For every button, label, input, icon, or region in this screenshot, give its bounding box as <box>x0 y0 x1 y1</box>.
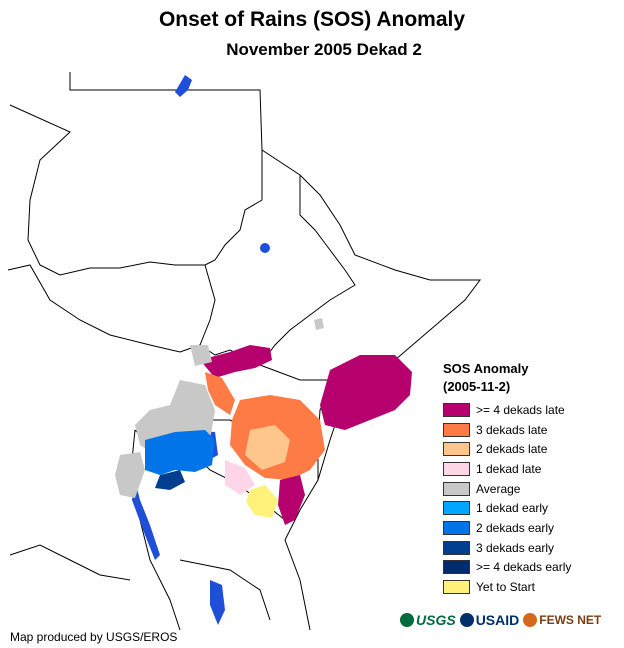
legend-date: (2005-11-2) <box>443 379 511 394</box>
legend-title: SOS Anomaly <box>443 361 529 376</box>
legend-label: Average <box>476 481 521 496</box>
usaid-logo-text: USAID <box>475 612 520 628</box>
anomaly-regions <box>115 318 412 525</box>
region-4-dekads-late-north <box>200 345 272 378</box>
usgs-logo-text: USGS <box>416 612 456 628</box>
ethiopia-western-border <box>259 175 356 366</box>
legend-label: 1 dekad late <box>476 461 542 476</box>
region-2-dekads-early <box>145 430 215 475</box>
usaid-logo: USAID <box>459 612 520 628</box>
legend-item: Yet to Start <box>443 577 571 597</box>
fewsnet-logo-text: FEWS NET <box>539 613 602 627</box>
legend-swatch <box>443 560 470 575</box>
legend-swatch <box>443 442 470 457</box>
fewsnet-logo: FEWS NET <box>523 613 601 627</box>
legend-label: 2 dekads early <box>476 520 555 535</box>
legend-label: >= 4 dekads early <box>476 560 572 575</box>
region-3-dekads-early <box>155 470 185 490</box>
usgs-logo: USGS <box>400 612 456 628</box>
region-yet-to-start <box>246 485 278 518</box>
region-average-north <box>190 345 212 366</box>
legend-swatch <box>443 540 470 555</box>
legend-item: 2 dekads early <box>443 518 571 538</box>
fewsnet-logo-icon <box>523 613 538 627</box>
legend-label: 3 dekads early <box>476 540 555 555</box>
legend-item: 1 dekad late <box>443 459 571 479</box>
map-title: Onset of Rains (SOS) Anomaly <box>158 8 466 31</box>
zambia-border <box>179 559 271 621</box>
chad-sudan-border <box>9 104 205 276</box>
legend-swatch <box>443 481 470 496</box>
legend-label: 2 dekads late <box>476 442 548 457</box>
legend-swatch <box>443 520 470 535</box>
region-2-dekads-late <box>245 425 290 470</box>
lake-tana <box>260 243 270 253</box>
legend-swatch <box>443 580 470 595</box>
legend-item: 1 dekad early <box>443 498 571 518</box>
lake-malawi <box>210 580 225 625</box>
logos: USGS USAID FEWS NET <box>400 612 601 628</box>
map-credit: Map produced by USGS/EROS <box>10 630 178 644</box>
region-average-southwest <box>115 452 145 498</box>
region-4-dekads-late-somalia <box>320 355 412 430</box>
map-subtitle: November 2005 Dekad 2 <box>226 40 422 59</box>
legend-item: >= 4 dekads early <box>443 558 571 578</box>
lake-nasser <box>175 75 192 97</box>
usgs-logo-icon <box>400 613 414 627</box>
legend: SOS Anomaly (2005-11-2) >= 4 dekads late… <box>443 360 571 597</box>
region-average-small <box>314 318 324 330</box>
legend-item: Average <box>443 479 571 499</box>
eastern-coastline <box>69 72 481 631</box>
legend-label: Yet to Start <box>476 580 535 595</box>
legend-rows: >= 4 dekads late 3 dekads late 2 dekads … <box>443 400 571 597</box>
legend-item: 3 dekads late <box>443 420 571 440</box>
legend-label: >= 4 dekads late <box>476 402 565 417</box>
lake-tanganyika <box>132 480 160 560</box>
legend-item: 3 dekads early <box>443 538 571 558</box>
region-4-dekads-late-coast <box>278 475 305 525</box>
region-3-dekads-late-uganda <box>205 372 235 415</box>
sudan-egypt-border <box>204 150 263 266</box>
region-1-dekad-late <box>225 460 255 495</box>
legend-swatch <box>443 461 470 476</box>
usaid-logo-icon <box>459 613 474 627</box>
car-border <box>7 264 201 353</box>
legend-label: 1 dekad early <box>476 501 549 516</box>
legend-label: 3 dekads late <box>476 422 548 437</box>
legend-swatch <box>443 402 470 417</box>
drc-southern-border <box>9 544 131 581</box>
legend-item: 2 dekads late <box>443 439 571 459</box>
legend-swatch <box>443 422 470 437</box>
legend-swatch <box>443 501 470 516</box>
legend-item: >= 4 dekads late <box>443 400 571 420</box>
